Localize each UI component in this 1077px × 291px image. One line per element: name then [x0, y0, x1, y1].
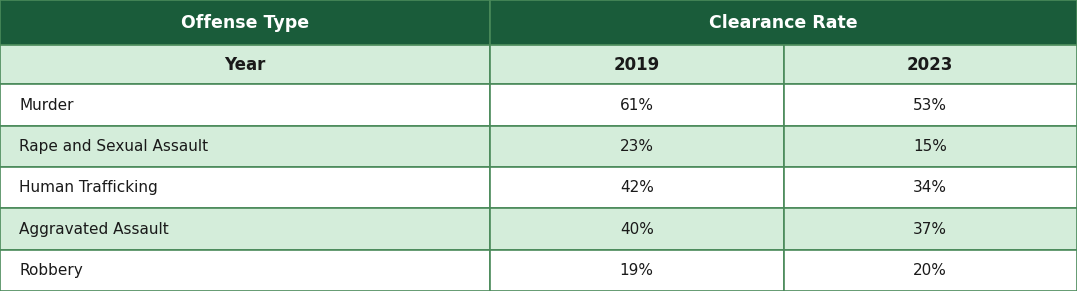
Bar	[0, 208, 490, 250]
Text: Robbery: Robbery	[19, 263, 83, 278]
Text: Year: Year	[224, 56, 266, 74]
Bar	[784, 167, 1077, 208]
Text: 20%: 20%	[913, 263, 947, 278]
Bar	[784, 84, 1077, 126]
Text: Murder: Murder	[19, 97, 74, 113]
Bar	[490, 45, 784, 84]
Text: 34%: 34%	[913, 180, 948, 195]
Text: 19%: 19%	[619, 263, 654, 278]
Bar	[490, 250, 784, 291]
Text: Aggravated Assault: Aggravated Assault	[19, 221, 169, 237]
Bar	[784, 126, 1077, 167]
Bar	[0, 250, 490, 291]
Bar	[490, 167, 784, 208]
Bar	[0, 45, 490, 84]
Bar	[490, 126, 784, 167]
Text: Clearance Rate: Clearance Rate	[710, 14, 857, 31]
Text: 53%: 53%	[913, 97, 948, 113]
Text: Rape and Sexual Assault: Rape and Sexual Assault	[19, 139, 209, 154]
Bar	[0, 167, 490, 208]
Text: 40%: 40%	[620, 221, 654, 237]
Bar	[0, 0, 490, 45]
Text: 2019: 2019	[614, 56, 660, 74]
Bar	[784, 250, 1077, 291]
Bar	[490, 84, 784, 126]
Bar	[784, 208, 1077, 250]
Text: 15%: 15%	[913, 139, 947, 154]
Text: Human Trafficking: Human Trafficking	[19, 180, 158, 195]
Text: 42%: 42%	[620, 180, 654, 195]
Bar	[0, 126, 490, 167]
Bar	[490, 208, 784, 250]
Text: 23%: 23%	[619, 139, 654, 154]
Text: 2023: 2023	[907, 56, 953, 74]
Bar	[490, 0, 1077, 45]
Bar	[784, 45, 1077, 84]
Text: 61%: 61%	[619, 97, 654, 113]
Bar	[0, 84, 490, 126]
Text: 37%: 37%	[913, 221, 948, 237]
Text: Offense Type: Offense Type	[181, 14, 309, 31]
